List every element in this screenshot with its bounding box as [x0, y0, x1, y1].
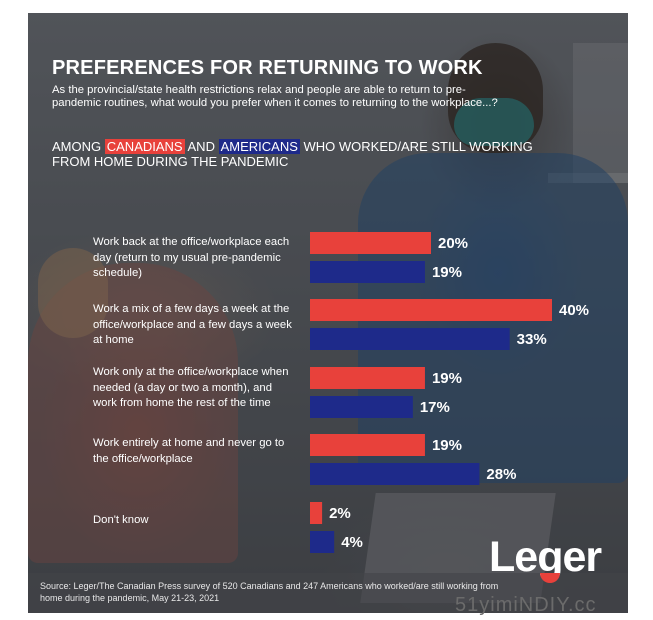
audience-legend: AMONG CANADIANS AND AMERICANS WHO WORKED…: [52, 139, 572, 169]
value-label-americans-1: 33%: [517, 331, 547, 348]
background-face-mask: [454, 98, 534, 146]
bar-canadians-1: [310, 299, 552, 321]
value-label-canadians-0: 20%: [438, 235, 468, 252]
category-label-hybrid: Work a mix of a few days a week at the o…: [93, 303, 292, 346]
value-label-canadians-2: 19%: [432, 370, 462, 387]
bar-americans-2: [310, 396, 413, 418]
audience-and: AND: [187, 139, 215, 154]
bar-canadians-3: [310, 434, 425, 456]
value-label-canadians-3: 19%: [432, 437, 462, 454]
bar-chart: 20% 40% 19% 19% 2% 19% 33% 17% 28% 4%: [310, 232, 589, 553]
value-label-canadians-4: 2%: [329, 505, 351, 522]
value-label-americans-4: 4%: [341, 534, 363, 551]
value-label-americans-2: 17%: [420, 399, 450, 416]
audience-prefix: AMONG: [52, 139, 102, 154]
legend-americans: AMERICANS: [218, 139, 300, 154]
bar-americans-0: [310, 261, 425, 283]
value-label-americans-0: 19%: [432, 264, 462, 281]
bar-americans-4: [310, 531, 335, 553]
category-label-dont-know: Don't know: [93, 514, 149, 526]
leger-logo: Leger: [489, 533, 602, 581]
watermark-text: 51yimiNDIY.cc: [455, 594, 597, 616]
bar-americans-1: [310, 328, 510, 350]
chart-title: PREFERENCES FOR RETURNING TO WORK: [52, 57, 483, 79]
chart-subtitle: As the provincial/state health restricti…: [52, 84, 498, 109]
legend-canadians: CANADIANS: [104, 139, 185, 154]
bar-canadians-2: [310, 367, 425, 389]
audience-suffix: WHO WORKED/ARE STILL WORKING FROM HOME D…: [52, 139, 533, 169]
background-woman-head: [38, 248, 108, 338]
bar-americans-3: [310, 463, 480, 485]
category-label-office-every-day: Work back at the office/workplace each d…: [93, 236, 290, 279]
source-note: Source: Leger/The Canadian Press survey …: [40, 581, 499, 603]
value-label-canadians-1: 40%: [559, 302, 589, 319]
infographic-card: PREFERENCES FOR RETURNING TO WORK As the…: [28, 13, 628, 613]
category-label-office-when-needed: Work only at the office/workplace when n…: [93, 366, 289, 409]
bar-canadians-0: [310, 232, 431, 254]
background-table: [28, 573, 628, 613]
value-label-americans-3: 28%: [486, 466, 516, 483]
category-label-entirely-home: Work entirely at home and never go to th…: [93, 437, 285, 465]
bar-canadians-4: [310, 502, 323, 524]
